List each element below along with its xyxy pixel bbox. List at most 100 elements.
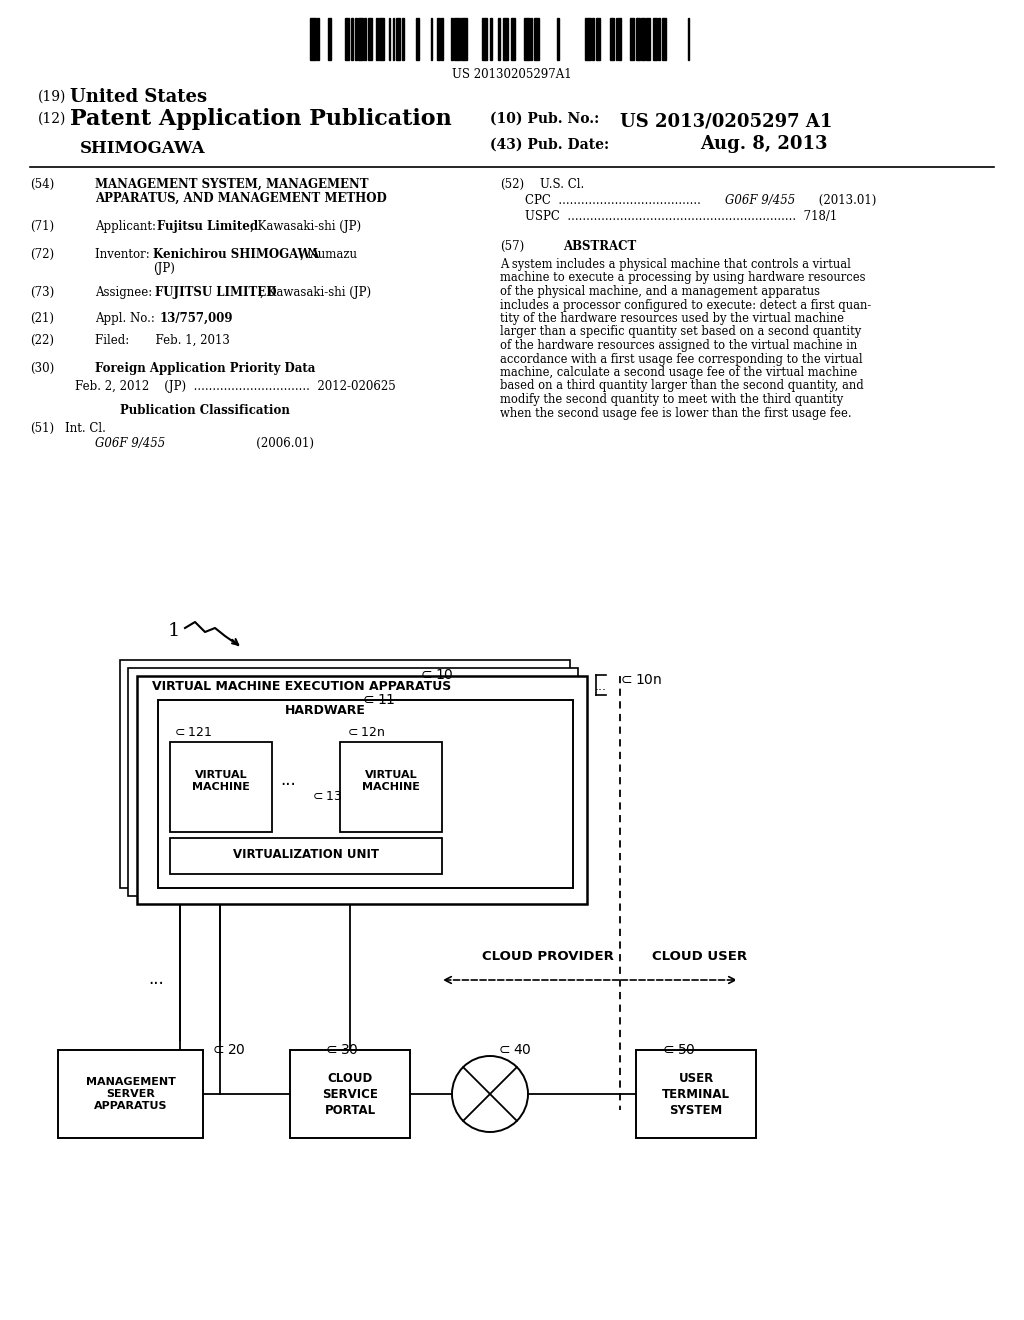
Bar (524, 18, 529, 59)
Bar (158, 700, 573, 888)
Text: (2013.01): (2013.01) (815, 194, 877, 207)
Bar (120, 660, 570, 888)
Bar (662, 18, 666, 59)
Text: (52): (52) (500, 178, 524, 191)
Bar (557, 18, 558, 59)
Text: (12): (12) (38, 112, 67, 125)
Text: Appl. No.:: Appl. No.: (95, 312, 159, 325)
Bar (596, 18, 600, 59)
Bar (592, 18, 594, 59)
Text: $\mathsf{\subset}$20: $\mathsf{\subset}$20 (210, 1043, 246, 1057)
Bar (641, 18, 645, 59)
Text: Publication Classification: Publication Classification (120, 404, 290, 417)
Bar (657, 18, 660, 59)
Bar (585, 18, 591, 59)
Text: $\mathsf{\subset}$50: $\mathsf{\subset}$50 (660, 1043, 695, 1057)
Text: $\mathsf{\subset}$10n: $\mathsf{\subset}$10n (618, 673, 663, 686)
Bar (652, 18, 656, 59)
Bar (534, 18, 539, 59)
Text: HARDWARE: HARDWARE (285, 704, 366, 717)
Bar (137, 676, 587, 904)
Text: machine to execute a processing by using hardware resources: machine to execute a processing by using… (500, 272, 865, 285)
Text: G06F 9/455: G06F 9/455 (95, 437, 165, 450)
Text: Patent Application Publication: Patent Application Publication (70, 108, 452, 129)
Text: CLOUD
SERVICE
PORTAL: CLOUD SERVICE PORTAL (323, 1072, 378, 1117)
Text: $\mathsf{\subset}$13: $\mathsf{\subset}$13 (310, 789, 342, 803)
Bar (615, 18, 617, 59)
Text: ABSTRACT: ABSTRACT (563, 240, 637, 253)
Bar (530, 18, 532, 59)
Text: Inventor:: Inventor: (95, 248, 158, 261)
Text: CLOUD USER: CLOUD USER (652, 950, 748, 964)
Text: FUJITSU LIMITED: FUJITSU LIMITED (155, 286, 276, 300)
Bar (128, 668, 578, 896)
Text: of the hardware resources assigned to the virtual machine in: of the hardware resources assigned to th… (500, 339, 857, 352)
Bar (388, 18, 390, 59)
Text: , Kawasaki-shi (JP): , Kawasaki-shi (JP) (260, 286, 371, 300)
Bar (646, 18, 650, 59)
Bar (364, 18, 366, 59)
Bar (402, 18, 403, 59)
Text: APPARATUS, AND MANAGEMENT METHOD: APPARATUS, AND MANAGEMENT METHOD (95, 191, 387, 205)
Bar (454, 18, 460, 59)
Text: VIRTUALIZATION UNIT: VIRTUALIZATION UNIT (233, 847, 379, 861)
Text: A system includes a physical machine that controls a virtual: A system includes a physical machine tha… (500, 257, 851, 271)
Bar (368, 18, 372, 59)
Bar (610, 18, 614, 59)
Text: (73): (73) (30, 286, 54, 300)
Bar (357, 18, 362, 59)
Text: $\mathsf{\subset}$10: $\mathsf{\subset}$10 (418, 668, 454, 682)
Text: Int. Cl.: Int. Cl. (65, 422, 105, 436)
Text: , Numazu: , Numazu (300, 248, 357, 261)
Text: US 2013/0205297 A1: US 2013/0205297 A1 (620, 112, 833, 129)
Text: accordance with a first usage fee corresponding to the virtual: accordance with a first usage fee corres… (500, 352, 862, 366)
Text: ...: ... (595, 680, 607, 693)
Bar (355, 18, 356, 59)
Bar (498, 18, 500, 59)
Text: G06F 9/455: G06F 9/455 (725, 194, 796, 207)
Text: (22): (22) (30, 334, 54, 347)
Text: U.S. Cl.: U.S. Cl. (540, 178, 585, 191)
Text: 1: 1 (168, 622, 180, 640)
Text: VIRTUAL MACHINE EXECUTION APPARATUS: VIRTUAL MACHINE EXECUTION APPARATUS (152, 680, 452, 693)
Text: (57): (57) (500, 240, 524, 253)
Text: based on a third quantity larger than the second quantity, and: based on a third quantity larger than th… (500, 380, 864, 392)
Text: Applicant:: Applicant: (95, 220, 160, 234)
Text: United States: United States (70, 88, 207, 106)
Text: $\mathsf{\subset}$12n: $\mathsf{\subset}$12n (345, 726, 385, 739)
Text: modify the second quantity to meet with the third quantity: modify the second quantity to meet with … (500, 393, 843, 407)
Circle shape (452, 1056, 528, 1133)
Text: $\mathsf{\subset}$11: $\mathsf{\subset}$11 (360, 693, 395, 708)
Bar (379, 18, 384, 59)
Text: CLOUD PROVIDER: CLOUD PROVIDER (482, 950, 614, 964)
Bar (310, 18, 315, 59)
Text: Kenichirou SHIMOGAWA: Kenichirou SHIMOGAWA (153, 248, 319, 261)
Bar (58, 1049, 203, 1138)
Bar (489, 18, 492, 59)
Bar (344, 18, 348, 59)
Bar (430, 18, 432, 59)
Text: (51): (51) (30, 422, 54, 436)
Text: Foreign Application Priority Data: Foreign Application Priority Data (95, 362, 315, 375)
Bar (461, 18, 467, 59)
Bar (481, 18, 487, 59)
Text: USER
TERMINAL
SYSTEM: USER TERMINAL SYSTEM (662, 1072, 730, 1117)
Text: when the second usage fee is lower than the first usage fee.: when the second usage fee is lower than … (500, 407, 852, 420)
Bar (511, 18, 514, 59)
Bar (630, 18, 634, 59)
Bar (328, 18, 331, 59)
Bar (687, 18, 689, 59)
Bar (392, 18, 394, 59)
Bar (316, 18, 319, 59)
Bar (290, 1049, 410, 1138)
Bar (170, 838, 442, 874)
Text: Assignee:: Assignee: (95, 286, 156, 300)
Text: (10) Pub. No.:: (10) Pub. No.: (490, 112, 599, 125)
Bar (416, 18, 419, 59)
Text: USPC  .............................................................  718/1: USPC ...................................… (525, 210, 838, 223)
Bar (376, 18, 378, 59)
Text: tity of the hardware resources used by the virtual machine: tity of the hardware resources used by t… (500, 312, 844, 325)
Text: , Kawasaki-shi (JP): , Kawasaki-shi (JP) (250, 220, 361, 234)
Text: Aug. 8, 2013: Aug. 8, 2013 (700, 135, 827, 153)
Text: VIRTUAL
MACHINE: VIRTUAL MACHINE (193, 770, 250, 792)
